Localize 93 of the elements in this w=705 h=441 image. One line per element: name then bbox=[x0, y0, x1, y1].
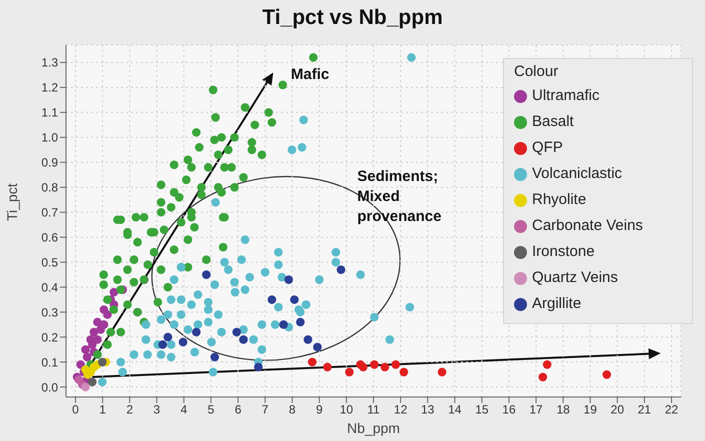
y-tick-label: 0.3 bbox=[41, 305, 58, 320]
legend-label: Basalt bbox=[532, 112, 574, 132]
point bbox=[192, 328, 201, 336]
x-tick-label: 1 bbox=[99, 402, 106, 417]
point bbox=[290, 295, 299, 304]
x-tick-label: 8 bbox=[288, 402, 296, 417]
x-tick-label: 6 bbox=[234, 402, 242, 417]
point bbox=[90, 328, 98, 336]
point bbox=[164, 332, 172, 342]
point bbox=[110, 288, 118, 296]
x-tick-label: 0 bbox=[72, 402, 80, 417]
x-tick-label: 4 bbox=[180, 402, 188, 417]
x-tick-label: 12 bbox=[394, 402, 408, 417]
y-tick-label: 1.1 bbox=[41, 106, 58, 120]
x-tick-label: 19 bbox=[584, 402, 598, 417]
x-tick-label: 22 bbox=[664, 402, 679, 417]
x-tick-label: 21 bbox=[638, 402, 652, 417]
y-tick-label: 0.7 bbox=[41, 206, 58, 220]
point bbox=[76, 360, 85, 369]
legend-label: Ironstone bbox=[532, 242, 595, 262]
point bbox=[81, 345, 90, 354]
legend-label: Volcaniclastic bbox=[532, 164, 622, 184]
point bbox=[268, 295, 276, 304]
y-tick-label: 0.8 bbox=[41, 180, 58, 195]
point bbox=[542, 360, 552, 369]
point bbox=[308, 358, 317, 366]
x-tick-label: 20 bbox=[610, 402, 624, 417]
x-tick-label: 9 bbox=[316, 402, 323, 417]
point bbox=[380, 362, 390, 372]
point bbox=[232, 328, 241, 336]
point bbox=[336, 265, 346, 274]
legend-title: Colour bbox=[514, 63, 560, 80]
point bbox=[103, 310, 112, 319]
point bbox=[279, 320, 288, 329]
y-tick-label: 0.9 bbox=[41, 156, 58, 170]
point bbox=[74, 375, 84, 384]
legend-label: Ultramafic bbox=[532, 86, 600, 106]
x-tick-label: 17 bbox=[529, 402, 544, 417]
point bbox=[254, 362, 263, 372]
point bbox=[81, 365, 90, 374]
point bbox=[370, 360, 379, 369]
point bbox=[239, 335, 248, 344]
annotation: Mafic bbox=[290, 64, 330, 85]
point bbox=[358, 362, 368, 372]
point bbox=[210, 352, 220, 362]
point bbox=[81, 382, 90, 392]
x-tick-label: 3 bbox=[153, 402, 160, 417]
x-tick-label: 18 bbox=[556, 402, 570, 417]
point bbox=[93, 335, 102, 344]
point bbox=[323, 362, 332, 372]
point bbox=[304, 335, 312, 344]
x-tick-label: 10 bbox=[340, 402, 354, 417]
point bbox=[296, 318, 305, 326]
point bbox=[98, 358, 107, 366]
y-tick-label: 0.4 bbox=[41, 280, 58, 294]
legend-label: Quartz Veins bbox=[532, 268, 618, 288]
y-tick-label: 0.5 bbox=[41, 255, 58, 270]
point bbox=[400, 368, 408, 376]
point bbox=[178, 338, 188, 346]
y-axis-title: Ti_pct bbox=[4, 183, 20, 221]
point bbox=[602, 370, 612, 379]
y-tick-label: 1.0 bbox=[41, 130, 58, 145]
point bbox=[538, 372, 548, 382]
x-tick-label: 14 bbox=[448, 402, 462, 417]
y-tick-label: 0.6 bbox=[41, 230, 58, 244]
chart-title: Ti_pct vs Nb_ppm bbox=[261, 6, 444, 30]
point bbox=[158, 340, 168, 349]
point bbox=[100, 320, 108, 329]
x-tick-label: 2 bbox=[126, 402, 134, 417]
point bbox=[345, 368, 354, 376]
y-tick-label: 0.2 bbox=[41, 330, 58, 344]
point bbox=[88, 378, 97, 386]
y-tick-label: 1.3 bbox=[41, 56, 58, 70]
point bbox=[391, 360, 400, 369]
x-tick-label: 5 bbox=[208, 402, 215, 417]
y-tick-label: 1.2 bbox=[41, 80, 58, 95]
point bbox=[284, 275, 293, 284]
x-tick-label: 16 bbox=[502, 402, 516, 417]
point bbox=[202, 270, 211, 279]
legend-label: Rhyolite bbox=[532, 190, 586, 210]
point bbox=[313, 342, 322, 352]
point bbox=[82, 352, 92, 362]
legend-label: Carbonate Veins bbox=[532, 216, 643, 236]
point bbox=[438, 368, 446, 376]
x-tick-label: 13 bbox=[421, 402, 435, 417]
y-tick-label: 0.1 bbox=[41, 355, 58, 370]
y-tick-label: 0.0 bbox=[41, 380, 58, 394]
x-tick-label: 11 bbox=[367, 402, 380, 417]
x-tick-label: 15 bbox=[475, 402, 489, 417]
legend-label: Argillite bbox=[532, 294, 582, 314]
legend-label: QFP bbox=[532, 138, 563, 158]
x-axis-title: Nb_ppm bbox=[347, 420, 400, 436]
x-tick-label: 7 bbox=[262, 402, 269, 417]
